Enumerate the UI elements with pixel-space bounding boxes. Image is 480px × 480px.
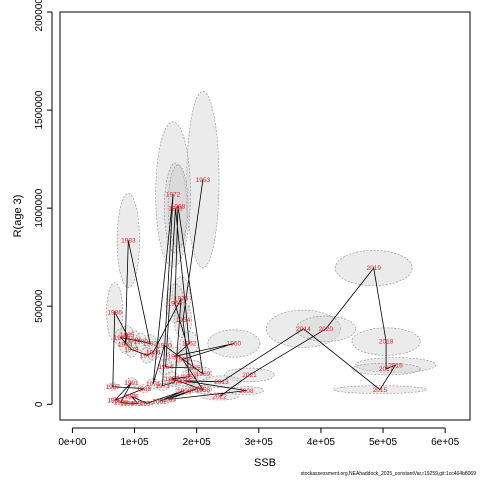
year-label-1953: 1953: [196, 177, 211, 184]
year-label-1994: 1994: [120, 401, 135, 408]
year-label-1955: 1955: [182, 374, 197, 381]
x-tick-label: 2e+05: [183, 437, 212, 448]
y-axis: 0 500000 1000000 1500000 2000000: [34, 0, 53, 407]
year-label-1964: 1964: [158, 364, 173, 371]
year-label-1980: 1980: [134, 339, 149, 346]
year-label-2003: 2003: [189, 386, 204, 393]
year-label-1988: 1988: [137, 386, 152, 393]
year-label-1985: 1985: [120, 332, 135, 339]
plot-frame: [59, 11, 471, 421]
y-axis-title: R(age 3): [12, 195, 24, 238]
x-tick-label: 6e+05: [431, 437, 460, 448]
year-label-1970: 1970: [157, 343, 172, 350]
y-tick-label: 1500000: [34, 90, 45, 129]
x-tick-label: 0e+00: [58, 437, 87, 448]
year-label-1962: 1962: [182, 341, 197, 348]
year-label-2021: 2021: [242, 372, 257, 379]
year-label-1969: 1969: [196, 371, 211, 378]
year-label-1963: 1963: [168, 205, 183, 212]
year-label-1954: 1954: [176, 317, 191, 324]
y-tick-label: 0: [34, 401, 45, 407]
year-label-2015: 2015: [373, 387, 388, 394]
year-label-1979: 1979: [114, 335, 129, 342]
year-label-1991: 1991: [124, 380, 139, 387]
year-label-2013: 2013: [214, 379, 229, 386]
year-label-1974: 1974: [168, 379, 183, 386]
year-label-2011: 2011: [177, 378, 191, 385]
x-axis: 0e+00 1e+05 2e+05 3e+05 4e+05 5e+05 6e+05: [58, 427, 460, 448]
year-label-1972: 1972: [166, 192, 181, 199]
year-label-1959: 1959: [175, 356, 190, 363]
ellipse-1960: [207, 329, 261, 358]
year-label-2018: 2018: [379, 339, 394, 346]
x-axis-title: SSB: [254, 457, 276, 469]
trajectory-lines: [112, 179, 397, 404]
footer-note: stockassessment.org,NEAhaddock_2025_cons…: [300, 471, 476, 477]
year-label-1971: 1971: [146, 381, 161, 388]
year-label-1981: 1981: [127, 337, 142, 344]
year-label-1982: 1982: [143, 341, 158, 348]
year-label-2008: 2008: [239, 388, 254, 395]
y-tick-label: 500000: [34, 289, 45, 323]
year-label-1973: 1973: [155, 383, 170, 390]
year-label-1961: 1961: [168, 353, 183, 360]
year-label-2002: 2002: [152, 399, 167, 406]
y-tick-label: 1000000: [34, 188, 45, 227]
year-label-1965: 1965: [186, 365, 201, 372]
year-label-1995: 1995: [130, 401, 145, 408]
x-tick-label: 1e+05: [120, 437, 149, 448]
y-tick-label: 2000000: [34, 0, 45, 31]
year-label-1993: 1993: [114, 400, 129, 407]
year-label-1987: 1987: [106, 384, 121, 391]
x-tick-label: 3e+05: [245, 437, 274, 448]
year-label-1958: 1958: [196, 387, 211, 394]
year-label-1983: 1983: [121, 238, 136, 245]
year-label-1978: 1978: [124, 347, 139, 354]
trajectory-line: [112, 179, 397, 404]
year-label-1990: 1990: [107, 398, 122, 405]
year-label-1960: 1960: [227, 341, 242, 348]
year-label-1975: 1975: [174, 296, 189, 303]
year-label-1966: 1966: [168, 300, 183, 307]
year-label-2014: 2014: [296, 326, 311, 333]
year-label-2017: 2017: [379, 366, 394, 373]
year-label-2022: 2022: [212, 394, 227, 401]
year-label-1997: 1997: [140, 401, 155, 408]
x-tick-label: 5e+05: [369, 437, 398, 448]
year-label-1976: 1976: [146, 350, 161, 357]
year-label-2019: 2019: [366, 265, 381, 272]
year-label-1957: 1957: [165, 376, 180, 383]
year-label-2020: 2020: [319, 326, 334, 333]
x-tick-label: 4e+05: [307, 437, 336, 448]
year-label-1986: 1986: [107, 309, 122, 316]
year-label-1968: 1968: [171, 203, 186, 210]
year-label-1999: 1999: [177, 388, 192, 395]
year-label-1977: 1977: [140, 352, 155, 359]
year-label-2016: 2016: [388, 362, 403, 369]
year-label-1996: 1996: [124, 394, 139, 401]
year-label-2005: 2005: [161, 397, 176, 404]
year-label-1984: 1984: [118, 342, 133, 349]
